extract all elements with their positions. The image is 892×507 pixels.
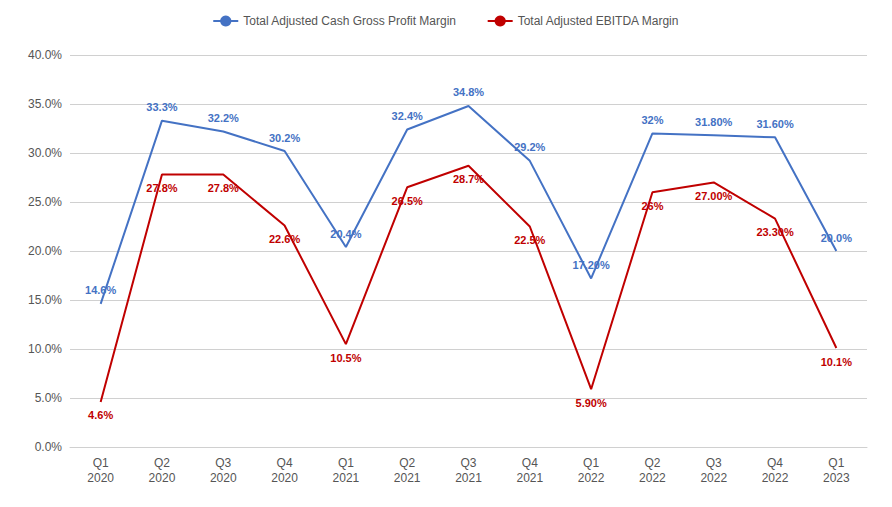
svg-text:Q4: Q4 xyxy=(522,456,538,470)
svg-text:22.6%: 22.6% xyxy=(269,233,300,245)
svg-text:Q4: Q4 xyxy=(277,456,293,470)
svg-text:27.8%: 27.8% xyxy=(146,182,177,194)
svg-text:31.60%: 31.60% xyxy=(756,118,794,130)
svg-text:14.6%: 14.6% xyxy=(85,284,116,296)
svg-text:23.30%: 23.30% xyxy=(756,226,794,238)
svg-text:Q1: Q1 xyxy=(338,456,354,470)
svg-text:2021: 2021 xyxy=(333,471,360,485)
svg-text:10.1%: 10.1% xyxy=(821,356,852,368)
svg-text:22.5%: 22.5% xyxy=(514,234,545,246)
svg-text:Q3: Q3 xyxy=(460,456,476,470)
svg-text:2022: 2022 xyxy=(578,471,605,485)
svg-text:32.4%: 32.4% xyxy=(392,110,423,122)
svg-text:Total Adjusted EBITDA Margin: Total Adjusted EBITDA Margin xyxy=(518,14,679,28)
svg-text:40.0%: 40.0% xyxy=(28,48,62,62)
svg-text:10.5%: 10.5% xyxy=(330,352,361,364)
svg-text:27.00%: 27.00% xyxy=(695,190,733,202)
svg-text:Q3: Q3 xyxy=(215,456,231,470)
svg-text:35.0%: 35.0% xyxy=(28,97,62,111)
svg-text:Q3: Q3 xyxy=(706,456,722,470)
svg-text:30.2%: 30.2% xyxy=(269,132,300,144)
svg-text:2020: 2020 xyxy=(87,471,114,485)
svg-text:0.0%: 0.0% xyxy=(35,440,63,454)
svg-text:27.8%: 27.8% xyxy=(208,182,239,194)
svg-text:10.0%: 10.0% xyxy=(28,342,62,356)
svg-text:4.6%: 4.6% xyxy=(88,409,113,421)
svg-text:32%: 32% xyxy=(641,114,663,126)
svg-text:Q1: Q1 xyxy=(93,456,109,470)
svg-text:2020: 2020 xyxy=(271,471,298,485)
svg-text:Q4: Q4 xyxy=(767,456,783,470)
svg-text:2021: 2021 xyxy=(516,471,543,485)
svg-text:2020: 2020 xyxy=(210,471,237,485)
svg-text:Total Adjusted Cash Gross Prof: Total Adjusted Cash Gross Profit Margin xyxy=(243,14,456,28)
svg-text:30.0%: 30.0% xyxy=(28,146,62,160)
svg-text:26%: 26% xyxy=(641,200,663,212)
svg-text:2022: 2022 xyxy=(639,471,666,485)
svg-text:28.7%: 28.7% xyxy=(453,173,484,185)
svg-text:Q1: Q1 xyxy=(583,456,599,470)
svg-text:20.4%: 20.4% xyxy=(330,228,361,240)
svg-text:2023: 2023 xyxy=(823,471,850,485)
svg-text:34.8%: 34.8% xyxy=(453,86,484,98)
svg-text:20.0%: 20.0% xyxy=(28,244,62,258)
svg-text:17.20%: 17.20% xyxy=(572,259,610,271)
svg-text:Q2: Q2 xyxy=(644,456,660,470)
svg-text:26.5%: 26.5% xyxy=(392,195,423,207)
svg-text:2021: 2021 xyxy=(455,471,482,485)
svg-text:2022: 2022 xyxy=(700,471,727,485)
svg-text:Q2: Q2 xyxy=(399,456,415,470)
svg-text:15.0%: 15.0% xyxy=(28,293,62,307)
svg-text:Q2: Q2 xyxy=(154,456,170,470)
svg-text:Q1: Q1 xyxy=(828,456,844,470)
svg-text:32.2%: 32.2% xyxy=(208,112,239,124)
svg-text:25.0%: 25.0% xyxy=(28,195,62,209)
svg-text:2021: 2021 xyxy=(394,471,421,485)
svg-text:2020: 2020 xyxy=(149,471,176,485)
svg-text:31.80%: 31.80% xyxy=(695,116,733,128)
svg-text:5.0%: 5.0% xyxy=(35,391,63,405)
svg-text:20.0%: 20.0% xyxy=(821,232,852,244)
svg-text:33.3%: 33.3% xyxy=(146,101,177,113)
svg-text:5.90%: 5.90% xyxy=(576,397,607,409)
svg-text:2022: 2022 xyxy=(762,471,789,485)
svg-text:29.2%: 29.2% xyxy=(514,141,545,153)
